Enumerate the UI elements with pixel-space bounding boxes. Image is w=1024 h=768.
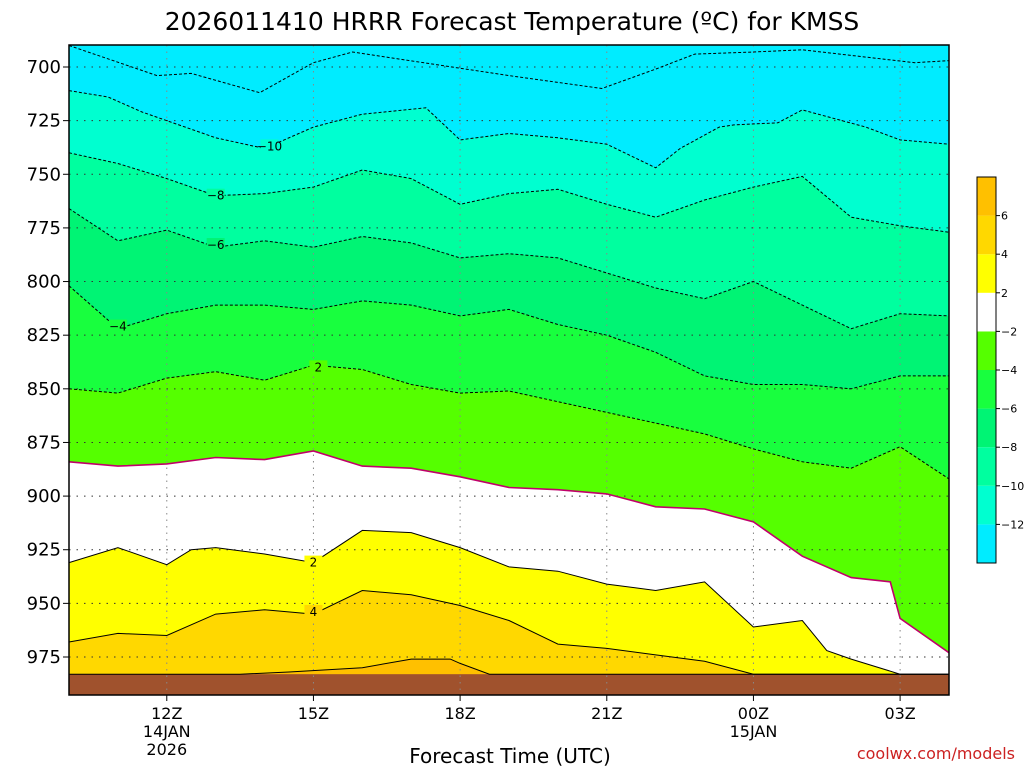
y-tick-label: 775 <box>27 218 61 239</box>
colorbar: −12 −10 −8 −6 −4 −2 2 4 6 <box>976 176 1024 564</box>
contour-label: −6 <box>207 238 225 252</box>
contour-label: −4 <box>109 320 127 334</box>
plot-frame <box>68 44 950 696</box>
contour-label-bg <box>309 360 328 375</box>
y-tick-label: 700 <box>27 57 61 78</box>
contour-label: 2 <box>315 360 323 374</box>
colorbar-label: 6 <box>1001 210 1008 223</box>
y-tick-label: 900 <box>27 486 61 507</box>
contour-label: −8 <box>207 189 225 203</box>
y-tick-label: 950 <box>27 593 61 614</box>
contour-label-group: −10 −8 −6 −4 2 2 4 <box>108 139 328 619</box>
x-tick-label: 18Z <box>444 704 475 723</box>
contour-fill-group <box>69 45 949 696</box>
colorbar-bin <box>977 447 996 486</box>
contour-line-7 <box>68 529 949 675</box>
x-tick-sublabel: 2026 <box>146 740 187 759</box>
fill-band-8 <box>69 590 949 695</box>
colorbar-bin <box>977 215 996 255</box>
contour-line-0 <box>68 45 950 94</box>
colorbar-label: 2 <box>1001 287 1008 300</box>
y-tick-label: 975 <box>27 647 61 668</box>
contour-line-8 <box>68 589 949 675</box>
colorbar-bin <box>977 292 996 332</box>
contour-line-2 <box>68 152 950 233</box>
ground-strip <box>69 674 949 695</box>
contour-label-bg <box>206 238 225 253</box>
contour-label-bg <box>206 188 225 203</box>
y-tick-label: 750 <box>27 164 61 185</box>
colorbar-bin <box>977 485 996 525</box>
y-tick-label: 800 <box>27 272 61 293</box>
y-tick-label: 850 <box>27 379 61 400</box>
colorbar-label: 4 <box>1001 248 1008 261</box>
contour-label-bg <box>304 555 323 570</box>
colorbar-label: −8 <box>1001 441 1017 454</box>
y-tick-label: 825 <box>27 325 61 346</box>
colorbar-label: −6 <box>1001 403 1017 416</box>
contour-label-bg <box>108 319 127 334</box>
colorbar-bin <box>977 408 996 448</box>
colorbar-label: −10 <box>1001 480 1024 493</box>
colorbar-bin <box>977 331 996 370</box>
x-tick-label: 21Z <box>591 704 622 723</box>
contour-label-bg <box>304 604 323 619</box>
x-axis-label: Forecast Time (UTC) <box>409 744 611 768</box>
contour-line-9 <box>69 658 949 675</box>
chart-title: 2026011410 HRRR Forecast Temperature (ºC… <box>165 7 860 36</box>
y-axis: 700 725 750 775 800 825 850 875 900 925 950 975 <box>27 57 69 668</box>
contour-label-bg <box>260 139 279 154</box>
contour-label: −10 <box>257 139 282 153</box>
x-tick-label: 03Z <box>884 704 915 723</box>
contour-label: 4 <box>310 605 318 619</box>
contour-label: 2 <box>310 556 318 570</box>
x-tick-label: 12Z <box>151 704 182 723</box>
contour-line-1 <box>68 90 950 169</box>
y-tick-label: 925 <box>27 540 61 561</box>
colorbar-label: −2 <box>1001 325 1017 338</box>
colorbar-bin <box>977 370 996 409</box>
colorbar-label: −12 <box>1001 518 1024 531</box>
contour-line-4 <box>68 285 949 390</box>
y-tick-label: 725 <box>27 111 61 132</box>
colorbar-bin <box>977 524 996 563</box>
ground-layer <box>69 674 949 695</box>
colorbar-label: −4 <box>1001 364 1017 377</box>
x-tick-sublabel: 14JAN <box>143 722 191 741</box>
contour-line-6 <box>68 450 950 654</box>
colorbar-bin <box>977 254 996 293</box>
x-tick-label: 00Z <box>738 704 769 723</box>
contour-line-5 <box>68 364 950 480</box>
colorbar-bin <box>977 177 996 216</box>
x-tick-sublabel: 15JAN <box>730 722 778 741</box>
y-tick-label: 875 <box>27 432 61 453</box>
credit-link[interactable]: coolwx.com/models <box>857 744 1015 763</box>
x-tick-label: 15Z <box>298 704 329 723</box>
